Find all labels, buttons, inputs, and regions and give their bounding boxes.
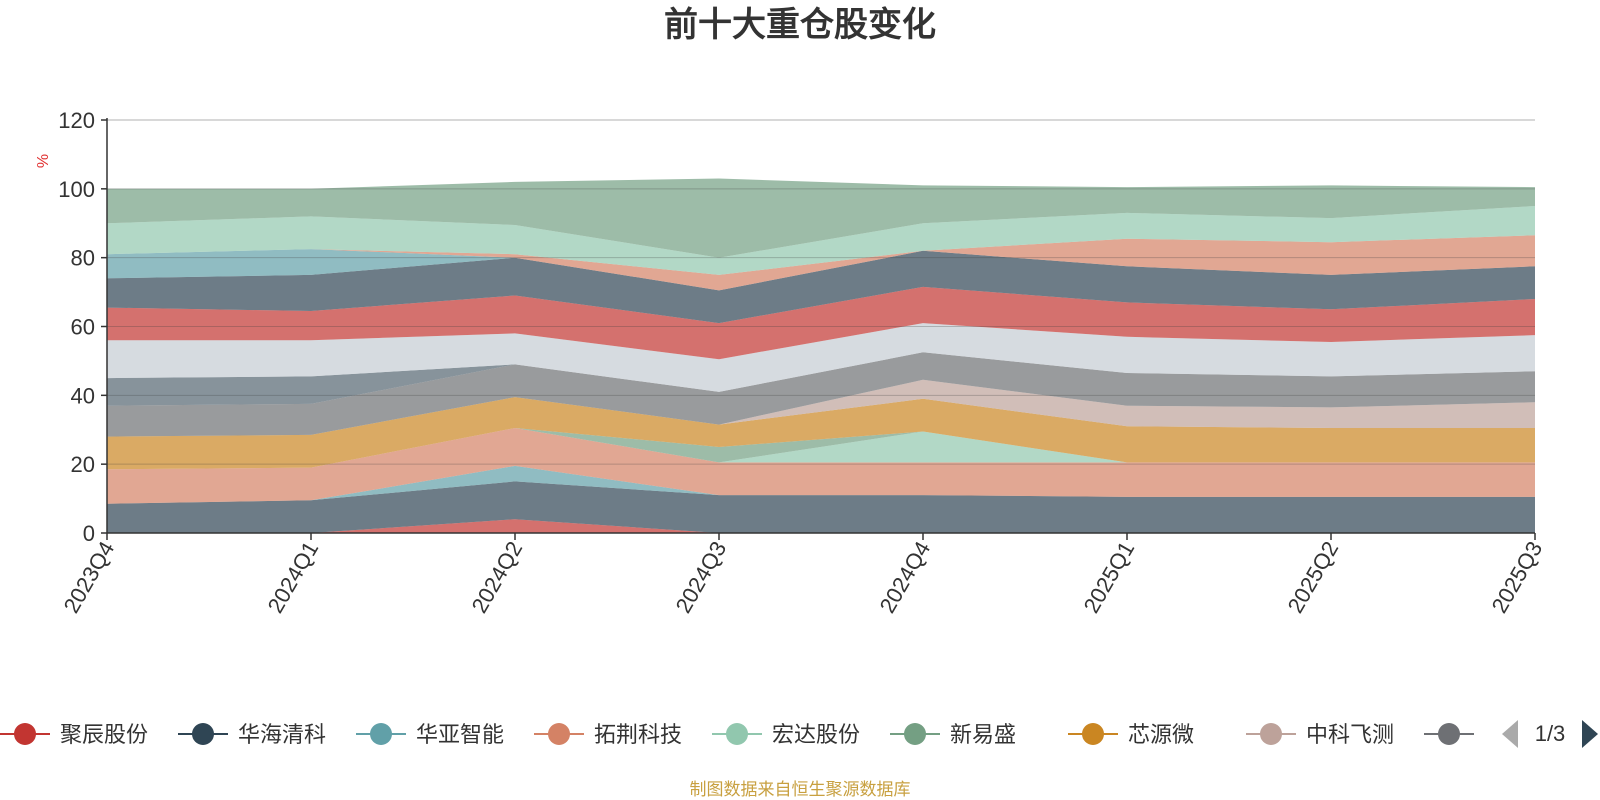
legend-marker-icon <box>548 723 570 745</box>
legend-item[interactable]: 聚辰股份 <box>0 722 148 747</box>
legend-marker-icon <box>904 723 926 745</box>
y-tick-label: 60 <box>71 315 95 340</box>
data-source-note: 制图数据来自恒生聚源数据库 <box>690 780 911 799</box>
area-series-14[interactable] <box>107 249 1535 291</box>
legend: 聚辰股份 华海清科 华亚智能 拓荆科技 宏达股份 新易盛 芯源微 中科飞测 富创精密 <box>0 722 1572 747</box>
x-tick-label: 2024Q1 <box>263 537 324 617</box>
legend-pager: 1/3 <box>1502 720 1598 748</box>
legend-label: 芯源微 <box>1128 722 1194 747</box>
legend-marker-icon <box>370 723 392 745</box>
legend-item[interactable]: 宏达股份 <box>712 722 860 747</box>
legend-item[interactable]: 芯源微 <box>1068 722 1194 747</box>
legend-label: 聚辰股份 <box>60 722 148 747</box>
area-series-17[interactable] <box>107 178 1535 258</box>
legend-marker-icon <box>1438 723 1460 745</box>
legend-item[interactable]: 新易盛 <box>890 722 1016 747</box>
area-series-3[interactable] <box>107 465 1535 504</box>
legend-label: 中科飞测 <box>1306 722 1394 747</box>
area-series-4[interactable] <box>107 428 1535 504</box>
stacked-areas <box>107 178 1535 533</box>
area-series-8[interactable] <box>107 379 1535 437</box>
legend-item[interactable]: 华海清科 <box>178 722 326 747</box>
x-tick-label: 2024Q4 <box>875 537 936 617</box>
x-tick-label: 2024Q3 <box>671 537 732 617</box>
x-tick-label: 2025Q3 <box>1487 537 1548 617</box>
area-series-15[interactable] <box>107 235 1535 291</box>
legend-marker-icon <box>192 723 214 745</box>
legend-label: 宏达股份 <box>772 722 860 747</box>
x-tick-label: 2023Q4 <box>59 537 120 617</box>
y-tick-label: 80 <box>71 246 95 271</box>
area-series-11[interactable] <box>107 323 1535 392</box>
triangle-left-icon[interactable] <box>1502 720 1518 748</box>
area-series-2[interactable] <box>107 481 1535 533</box>
area-series-1[interactable] <box>107 519 1535 533</box>
y-axis-ticks: 0 20 40 60 80 100 120 <box>58 108 107 546</box>
y-tick-label: 0 <box>83 521 95 546</box>
legend-item[interactable]: 富创精密 <box>1424 722 1572 747</box>
legend-marker-icon <box>726 723 748 745</box>
y-tick-label: 120 <box>58 108 95 133</box>
area-series-9[interactable] <box>107 352 1535 437</box>
area-series-7[interactable] <box>107 397 1535 470</box>
y-tick-label: 20 <box>71 452 95 477</box>
legend-page-indicator: 1/3 <box>1535 721 1566 746</box>
legend-item[interactable]: 华亚智能 <box>356 722 504 747</box>
chart-title: 前十大重仓股变化 <box>664 6 936 44</box>
legend-label: 新易盛 <box>950 722 1016 747</box>
legend-item[interactable]: 中科飞测 <box>1246 722 1394 747</box>
legend-label: 华亚智能 <box>416 722 504 747</box>
x-tick-label: 2025Q2 <box>1283 537 1344 617</box>
y-tick-label: 40 <box>71 383 95 408</box>
y-tick-label: 100 <box>58 177 95 202</box>
x-axis-ticks: 2023Q4 2024Q1 2024Q2 2024Q3 2024Q4 2025Q1 2025… <box>59 533 1548 617</box>
area-series-16[interactable] <box>107 206 1535 275</box>
area-series-12[interactable] <box>107 286 1535 360</box>
legend-marker-icon <box>1082 723 1104 745</box>
x-tick-label: 2025Q1 <box>1079 537 1140 617</box>
area-series-10[interactable] <box>107 352 1535 406</box>
triangle-right-icon[interactable] <box>1582 720 1598 748</box>
area-series-13[interactable] <box>107 250 1535 324</box>
x-tick-label: 2024Q2 <box>467 537 528 617</box>
legend-label: 华海清科 <box>238 722 326 747</box>
y-unit-label: % <box>35 154 52 168</box>
legend-marker-icon <box>14 723 36 745</box>
legend-marker-icon <box>1260 723 1282 745</box>
legend-label: 拓荆科技 <box>594 722 682 747</box>
area-series-5[interactable] <box>107 428 1535 470</box>
axes <box>106 118 1535 534</box>
legend-item[interactable]: 拓荆科技 <box>534 722 682 747</box>
